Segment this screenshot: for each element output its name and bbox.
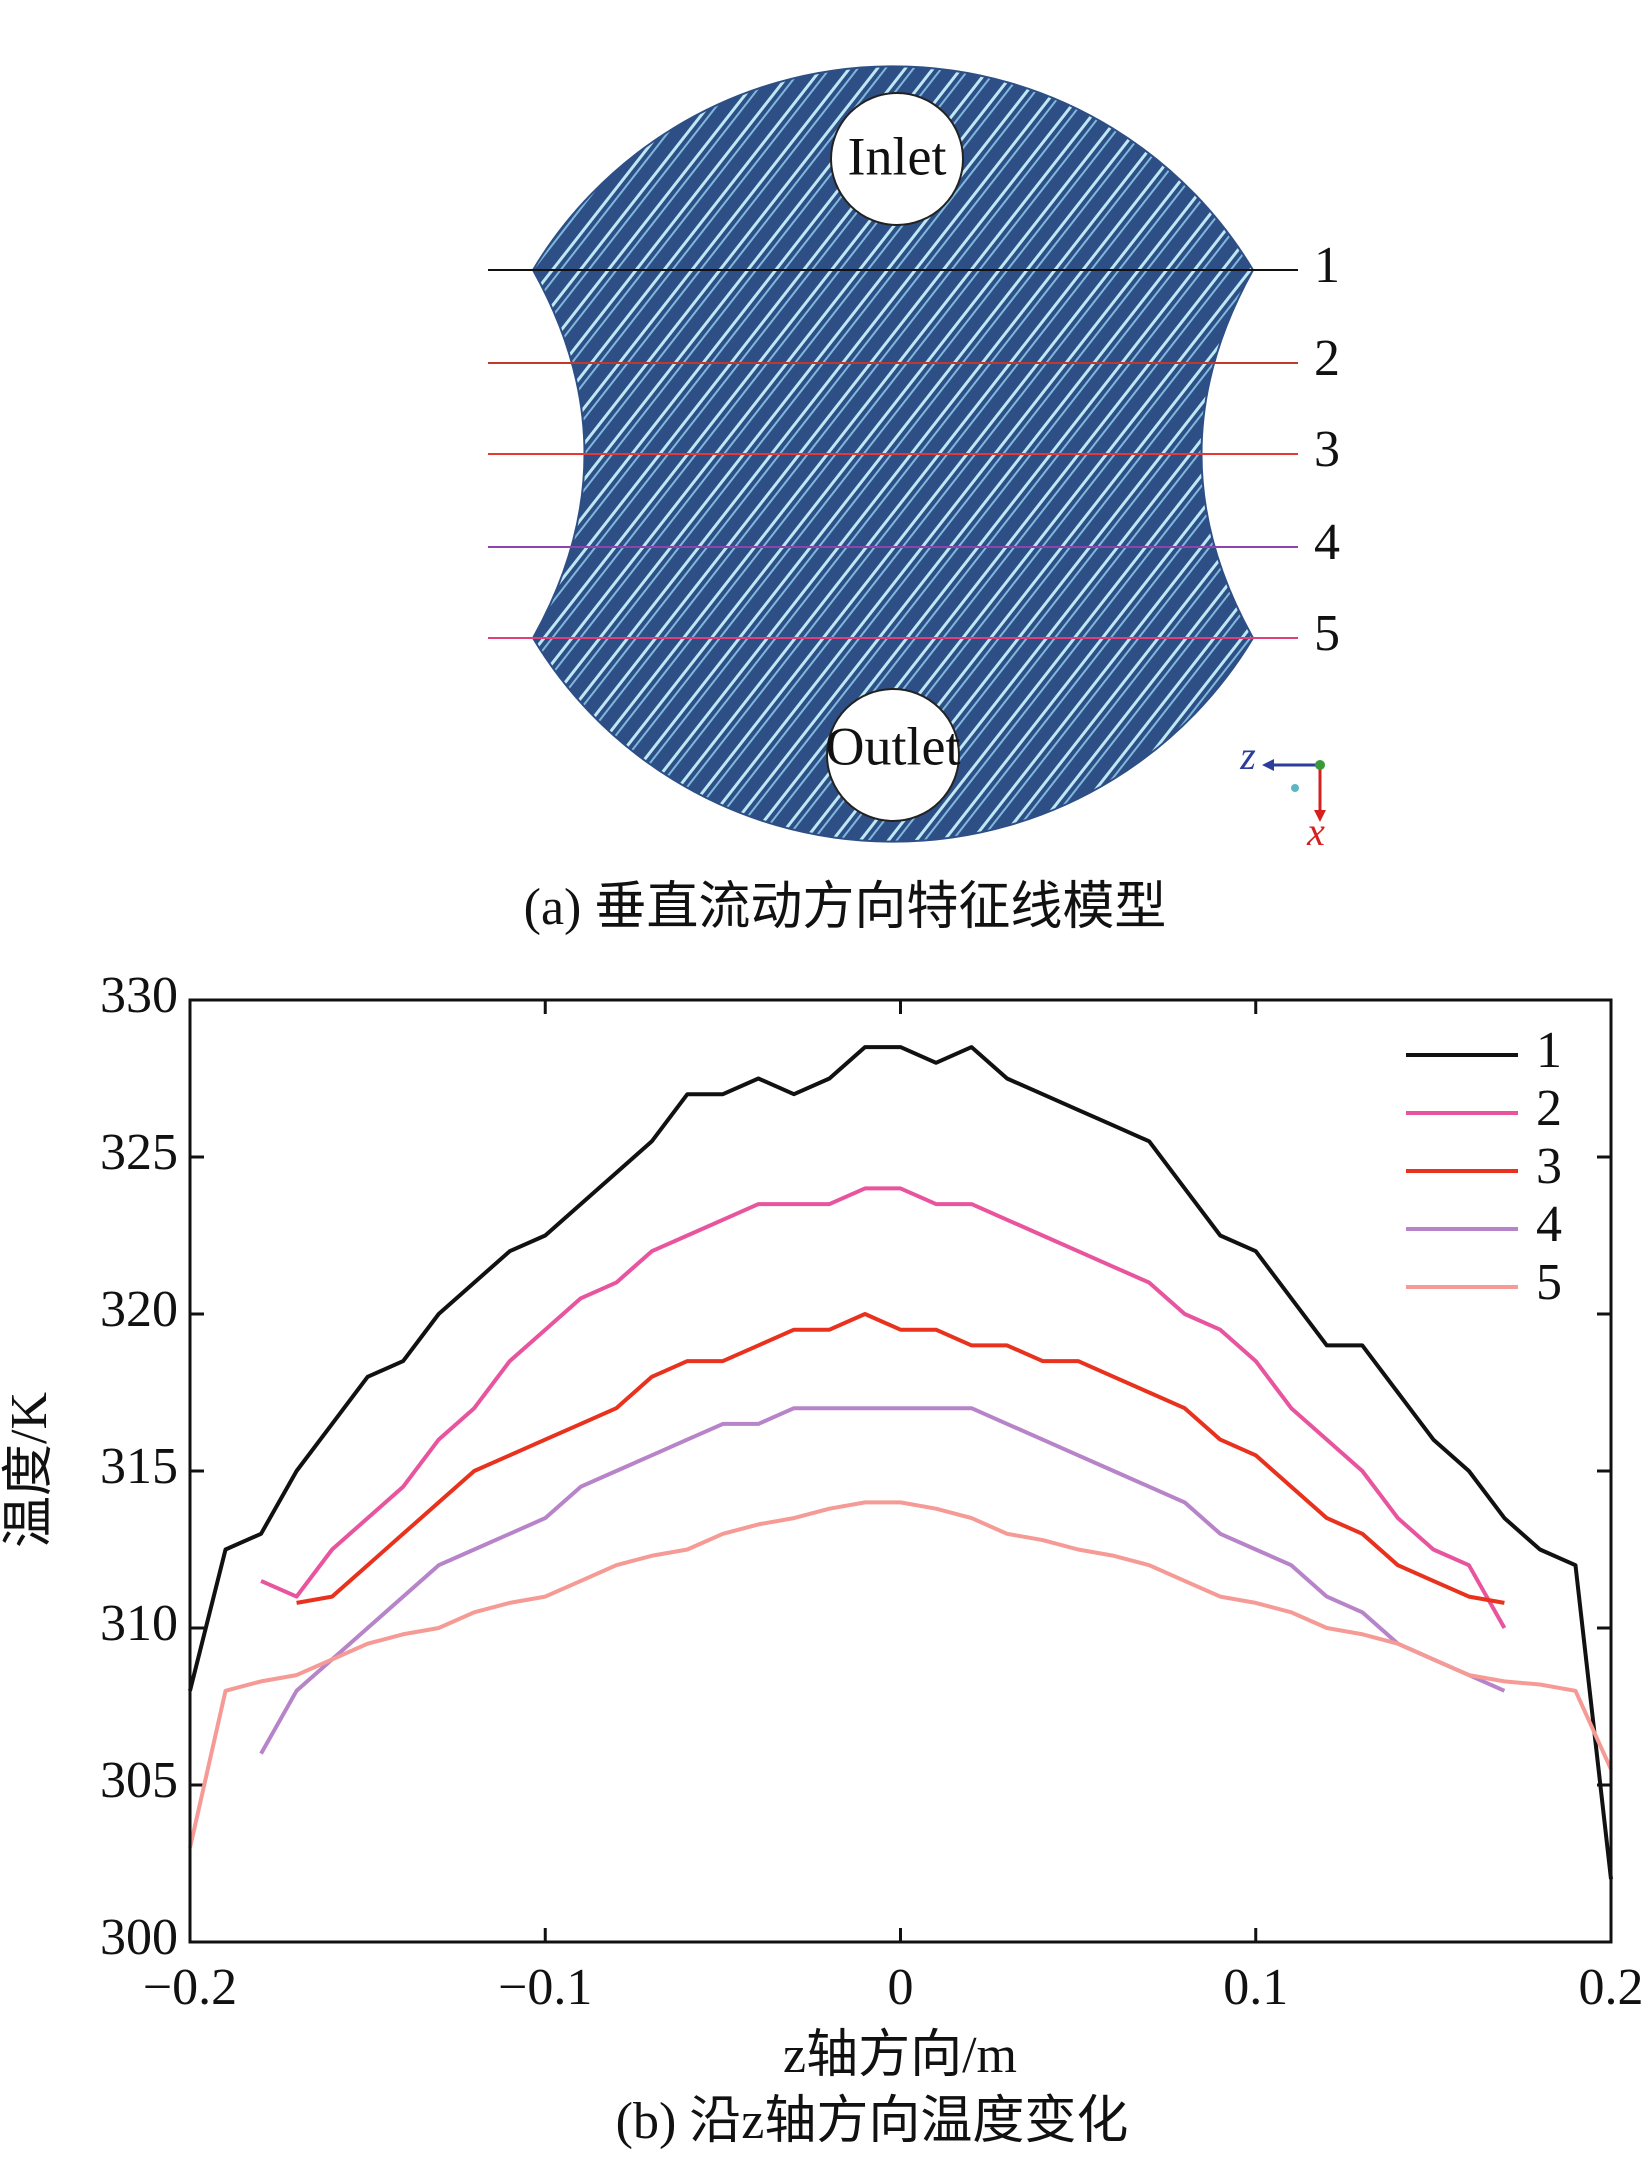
x-tick-label: −0.1 <box>498 1959 592 2016</box>
series-line <box>188 1500 1613 1849</box>
y-tick-label: 315 <box>100 1438 178 1495</box>
z-arrowhead <box>1262 759 1274 771</box>
x-axis-label: x <box>1306 809 1325 854</box>
y-tick-label: 310 <box>100 1595 178 1652</box>
feature-line-label: 5 <box>1314 605 1340 662</box>
y-tick-label: 300 <box>100 1909 178 1966</box>
x-tick-label: 0.1 <box>1223 1959 1288 2016</box>
chart: 温度/K z轴方向/m (b) 沿z轴方向温度变化 30030531031532… <box>1 967 1643 2150</box>
inlet-label: Inlet <box>848 126 947 186</box>
legend-label: 2 <box>1536 1080 1562 1137</box>
feature-lines: 1 2 3 4 5 <box>488 237 1340 662</box>
series-line <box>188 1045 1613 1880</box>
legend-label: 3 <box>1536 1138 1562 1195</box>
inlet-hole <box>830 92 964 226</box>
y-axis-title: 温度/K <box>1 1392 58 1548</box>
x-tick-label: 0.2 <box>1579 1959 1643 2016</box>
series-line <box>260 1186 1507 1629</box>
outlet-label: Outlet <box>826 716 961 776</box>
caption-b: (b) 沿z轴方向温度变化 <box>616 2093 1129 2150</box>
y-tick-label: 305 <box>100 1752 178 1809</box>
series-line <box>296 1312 1505 1605</box>
x-tick-label: −0.2 <box>143 1959 237 2016</box>
legend-label: 1 <box>1536 1022 1562 1079</box>
feature-line-label: 2 <box>1314 330 1340 387</box>
feature-line-label: 3 <box>1314 421 1340 478</box>
dot <box>1291 784 1299 792</box>
y-tick-label: 320 <box>100 1281 178 1338</box>
legend-label: 5 <box>1536 1254 1562 1311</box>
y-tick-label: 325 <box>100 1124 178 1181</box>
feature-line-label: 1 <box>1314 237 1340 294</box>
feature-line-label: 4 <box>1314 514 1340 571</box>
z-axis-label: z <box>1239 733 1256 778</box>
plot-frame <box>188 998 1613 1944</box>
outlet-hole <box>826 688 960 822</box>
model-diagram: Inlet Outlet 1 2 3 4 5 z x (a) 垂直流动方向特征线模型 <box>488 65 1340 936</box>
legend-label: 4 <box>1536 1196 1562 1253</box>
y-tick-label: 330 <box>100 967 178 1024</box>
series-line <box>259 1406 1506 1755</box>
x-tick-label: 0 <box>888 1959 914 2016</box>
axis-indicator: z x <box>1239 733 1326 854</box>
x-arrowhead <box>1314 810 1326 822</box>
caption-a: (a) 垂直流动方向特征线模型 <box>524 879 1167 936</box>
x-axis-title: z轴方向/m <box>783 2027 1017 2084</box>
origin-dot <box>1315 760 1325 770</box>
